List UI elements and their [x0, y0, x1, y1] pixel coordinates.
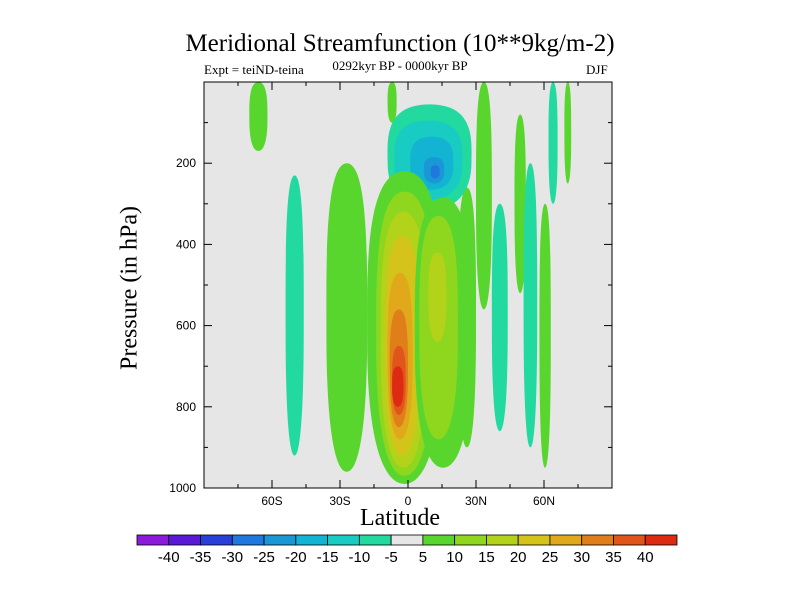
colorbar-label-2: -30: [221, 549, 243, 566]
colorbar-box-15: [613, 534, 646, 546]
colorbar-box-2: [200, 534, 233, 546]
colorbar-box-12: [517, 534, 551, 546]
colorbar-box-0: [136, 534, 170, 546]
y-tick-label-4: 1000: [169, 481, 196, 495]
colorbar-box-5: [295, 534, 328, 546]
colorbar-label-10: 15: [478, 549, 495, 566]
contour-fills: [249, 82, 572, 484]
colorbar-box-14: [581, 534, 614, 546]
colorbar-box-10: [454, 534, 487, 546]
colorbar-box-3: [231, 534, 265, 546]
colorbar-label-7: -5: [384, 549, 397, 566]
weak-contour-band-3: [387, 82, 397, 123]
experiment-label: Expt = teiND-teina: [204, 62, 304, 77]
x-tick-label-4: 60N: [533, 494, 555, 508]
x-tick-label-2: 0: [405, 494, 412, 508]
colorbar-label-1: -35: [190, 549, 212, 566]
season-label: DJF: [586, 62, 608, 77]
colorbar-box-16: [644, 534, 678, 546]
x-tick-label-1: 30S: [329, 494, 350, 508]
period-label: 0292kyr BP - 0000kyr BP: [332, 58, 468, 73]
colorbar-label-3: -25: [253, 549, 275, 566]
weak-contour-band-8: [523, 163, 538, 448]
x-tick-label-3: 30N: [465, 494, 487, 508]
colorbar-box-1: [168, 534, 201, 546]
colorbar-box-6: [327, 534, 360, 546]
contour-ring-2-2: [428, 252, 447, 342]
chart-title: Meridional Streamfunction (10**9kg/m-2): [185, 30, 615, 57]
colorbar-label-0: -40: [158, 549, 180, 566]
colorbar-label-12: 25: [542, 549, 559, 566]
colorbar-box-11: [486, 534, 519, 546]
colorbar-label-11: 20: [510, 549, 527, 566]
colorbar-box-4: [263, 534, 297, 546]
y-tick-label-1: 400: [176, 237, 196, 251]
y-tick-label-3: 800: [176, 400, 196, 414]
weak-contour-band-10: [548, 82, 558, 204]
x-tick-label-0: 60S: [261, 494, 282, 508]
colorbar-label-8: 5: [419, 549, 427, 566]
weak-contour-band-7: [514, 114, 526, 294]
weak-contour-band-5: [475, 82, 492, 310]
colorbar-box-9: [422, 534, 456, 546]
colorbar-label-9: 10: [446, 549, 463, 566]
weak-contour-band-9: [539, 203, 551, 468]
x-axis-label: Latitude: [360, 505, 440, 531]
contour-ring-0-4: [430, 165, 440, 179]
contour-ring-1-7: [392, 366, 404, 407]
colorbar-label-5: -15: [317, 549, 339, 566]
colorbar-label-6: -10: [349, 549, 371, 566]
weak-contour-band-0: [285, 175, 304, 456]
colorbar-box-8: [390, 534, 424, 546]
weak-contour-band-1: [326, 163, 368, 472]
y-tick-label-0: 200: [176, 156, 196, 170]
weak-contour-band-6: [491, 203, 508, 432]
y-tick-label-2: 600: [176, 319, 196, 333]
weak-contour-band-11: [564, 82, 572, 184]
colorbar-label-14: 35: [605, 549, 622, 566]
colorbar-label-15: 40: [637, 549, 654, 566]
colorbar-box-13: [549, 534, 583, 546]
colorbar-label-13: 30: [573, 549, 590, 566]
weak-contour-band-2: [249, 82, 268, 152]
colorbar-label-4: -20: [285, 549, 307, 566]
colorbar-box-7: [358, 534, 392, 546]
